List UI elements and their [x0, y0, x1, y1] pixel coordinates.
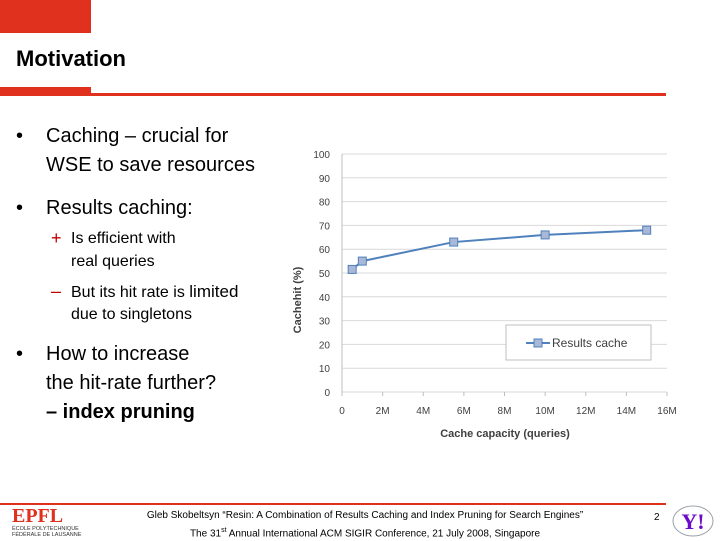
y-tick-label: 50 — [319, 269, 331, 280]
footer-text-part: Annual International ACM SIGIR Conferenc… — [226, 528, 541, 540]
bullet-text: Results caching: — [46, 197, 193, 219]
epfl-logo-text: ÉCOLE POLYTECHNIQUE — [12, 525, 79, 532]
x-tick-label: 2M — [376, 406, 390, 417]
y-tick-label: 40 — [319, 293, 331, 304]
bullet-text: How to increase — [46, 343, 190, 365]
yahoo-logo: Y! — [672, 505, 714, 537]
footer-line-1: Gleb Skobeltsyn “Resin: A Combination of… — [146, 510, 584, 521]
x-tick-label: 8M — [498, 406, 512, 417]
sub-bullet-text: Is efficient with — [71, 230, 176, 247]
legend-marker — [533, 338, 543, 348]
x-tick-label: 16M — [657, 406, 676, 417]
y-tick-label: 20 — [319, 340, 331, 351]
sub-bullet-text-part: But its hit rate is — [71, 284, 185, 301]
x-tick-label: 12M — [576, 406, 595, 417]
bullet-text-emphasis: – index pruning — [46, 401, 195, 423]
x-tick-label: 4M — [416, 406, 430, 417]
x-tick-label: 0 — [339, 406, 345, 417]
chart-series — [347, 225, 652, 274]
bullet-text: Caching – crucial for — [46, 125, 229, 147]
data-point — [642, 225, 652, 235]
y-tick-label: 100 — [313, 150, 330, 161]
chart-legend: Results cache — [505, 324, 652, 361]
y-tick-label: 10 — [319, 364, 331, 375]
chart-x-axis-label: Cache capacity (queries) — [440, 428, 570, 440]
bullet-text: WSE to save resources — [46, 154, 255, 176]
data-point — [347, 264, 357, 274]
epfl-logo-text: FÉDÉRALE DE LAUSANNE — [12, 531, 82, 538]
footer-superscript: st — [221, 527, 227, 534]
footer-line — [0, 503, 666, 505]
y-tick-label: 90 — [319, 174, 331, 185]
y-tick-label: 70 — [319, 221, 331, 232]
data-point — [449, 237, 459, 247]
sub-bullet-text: real queries — [71, 253, 155, 270]
slide-title: Motivation — [16, 46, 126, 71]
sub-bullet-text: But its hit rate is limited — [71, 280, 238, 304]
bullet-dot: • — [16, 197, 24, 219]
series-line — [351, 229, 647, 271]
data-point — [540, 230, 550, 240]
y-tick-label: 60 — [319, 245, 331, 256]
bullet-dot: • — [16, 125, 24, 147]
page-number: 2 — [654, 512, 660, 523]
plus-icon: + — [51, 228, 62, 248]
bullet-dot: • — [16, 343, 24, 365]
yahoo-logo-mark: Y! — [681, 509, 704, 534]
x-tick-label: 10M — [535, 406, 554, 417]
y-tick-label: 30 — [319, 317, 331, 328]
legend-label: Results cache — [552, 336, 628, 350]
data-point — [357, 256, 367, 266]
sub-bullet-emphasis: limited — [189, 282, 239, 301]
x-tick-label: 6M — [457, 406, 471, 417]
sub-bullet-text: due to singletons — [71, 306, 192, 323]
bullet-text: the hit-rate further? — [46, 372, 217, 394]
footer-citation: Gleb Skobeltsyn “Resin: A Combination of… — [100, 508, 630, 541]
footer-line-2: The 31st Annual International ACM SIGIR … — [100, 523, 630, 541]
chart-y-ticks: 0 10 20 30 40 50 60 70 80 90 100 — [313, 150, 330, 399]
minus-icon: – — [51, 281, 62, 301]
y-tick-label: 80 — [319, 198, 331, 209]
title-underline-accent — [0, 87, 91, 96]
header-accent-bar — [0, 0, 91, 33]
title-underline — [0, 93, 666, 96]
chart-x-ticks: 0 2M 4M 6M 8M 10M 12M 14M 16M — [339, 392, 677, 417]
epfl-logo-mark: EPFL — [12, 505, 63, 527]
yahoo-logo-ring — [672, 505, 714, 537]
cachehit-chart: 0 10 20 30 40 50 60 70 80 90 100 0 2M 4M 6M 8M 10M 12M 14… — [292, 150, 677, 440]
x-tick-label: 14M — [617, 406, 636, 417]
footer-text-part: The 31 — [189, 528, 222, 540]
y-tick-label: 0 — [324, 388, 330, 399]
epfl-logo: EPFL ÉCOLE POLYTECHNIQUE FÉDÉRALE DE LAU… — [12, 505, 82, 538]
chart-y-axis-label: Cachehit (%) — [292, 266, 304, 333]
